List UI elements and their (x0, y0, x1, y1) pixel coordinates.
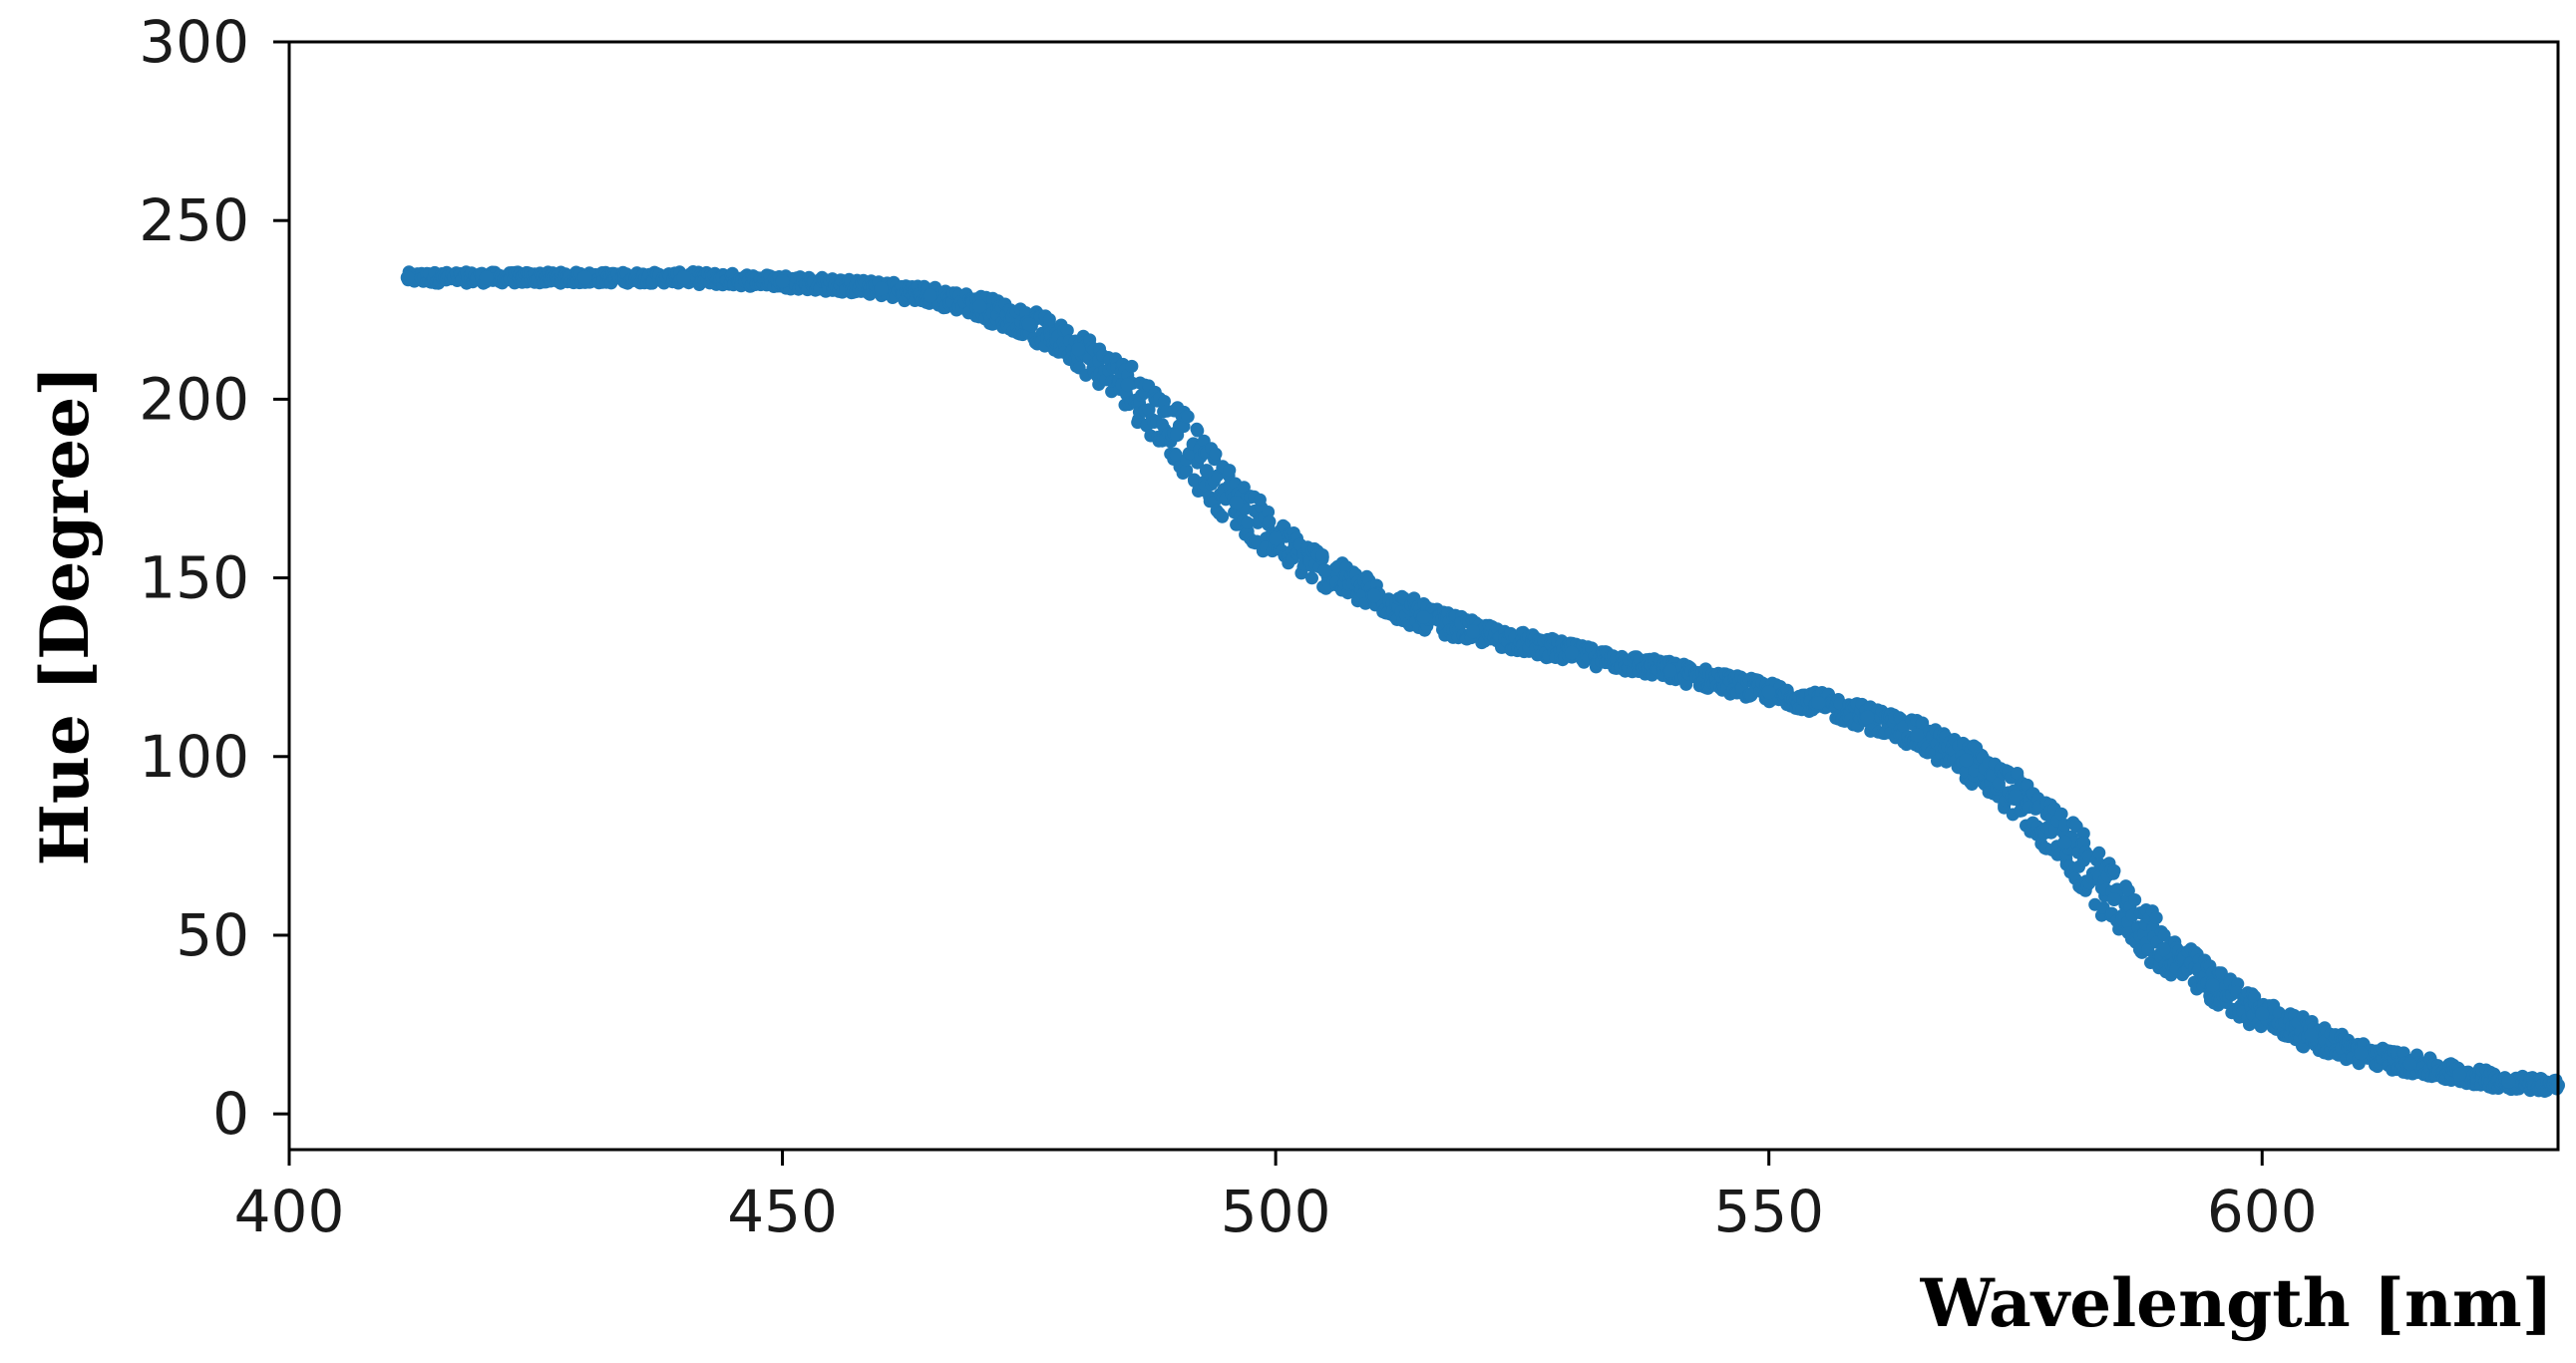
scatter-points (400, 265, 2565, 1098)
data-point (1120, 378, 1135, 393)
scatter-point (2107, 863, 2121, 877)
y-tick-label: 250 (139, 186, 249, 254)
scatter-point (2214, 966, 2228, 980)
data-point (2402, 1057, 2417, 1071)
scatter-point (1125, 359, 1139, 373)
x-tick-label: 400 (234, 1178, 345, 1245)
x-axis-title: Wavelength [nm] (1920, 1264, 2553, 1342)
data-point (1269, 531, 1284, 546)
data-point (2057, 835, 2072, 850)
scatter-point (1042, 313, 1056, 326)
y-axis-ticks: 0 50 100 150 200 250 300 (139, 8, 289, 1148)
scatter-point (2092, 846, 2106, 859)
data-point (479, 270, 494, 285)
scatter-point (1180, 464, 1194, 478)
scatter-point (1216, 510, 1230, 523)
scatter-point (2128, 893, 2142, 906)
data-point (1860, 710, 1875, 725)
data-point (2106, 892, 2121, 907)
scatter-point (1263, 514, 1277, 528)
plot-frame (287, 40, 2560, 1152)
scatter-point (1241, 515, 1255, 529)
x-tick-label: 550 (1713, 1178, 1824, 1245)
scatter-point (2011, 767, 2024, 780)
y-tick-label: 300 (139, 8, 249, 76)
data-point (1317, 563, 1332, 578)
data-point (676, 270, 691, 285)
data-point (577, 270, 592, 285)
scatter-point (1223, 464, 1237, 478)
y-tick-label: 150 (139, 544, 249, 612)
data-point (1229, 496, 1244, 511)
y-tick-label: 200 (139, 365, 249, 433)
scatter-point (1253, 493, 1267, 507)
data-point (874, 281, 889, 296)
scatter-point (1158, 395, 1171, 408)
data-point (1761, 685, 1776, 700)
scatter-point (2121, 883, 2135, 897)
data-point (1021, 317, 1036, 332)
scatter-point (1262, 506, 1276, 518)
data-point (1367, 588, 1381, 603)
data-point (1466, 624, 1480, 639)
scatter-point (1679, 677, 1693, 691)
x-tick-label: 600 (2207, 1178, 2318, 1245)
x-tick-label: 450 (727, 1178, 838, 1245)
data-point (1071, 342, 1086, 357)
data-point (972, 299, 987, 314)
x-tick-label: 500 (1221, 1178, 1331, 1245)
data-point (2009, 789, 2023, 804)
data-point (1564, 645, 1579, 660)
data-point (2501, 1074, 2516, 1089)
scatter-point (1169, 449, 1183, 462)
data-point (1910, 728, 1925, 743)
y-tick-label: 100 (139, 723, 249, 791)
data-point (2354, 1046, 2369, 1061)
scatter-point (2076, 827, 2090, 841)
data-point (2156, 942, 2171, 957)
scatter-point (2149, 911, 2163, 924)
scatter-point (1060, 324, 1074, 337)
scatter-point (1315, 548, 1329, 561)
data-point (1662, 663, 1677, 678)
y-tick-label: 50 (176, 901, 249, 969)
scatter-point (1187, 473, 1201, 487)
scatter-point (1209, 447, 1223, 461)
scatter-point (2054, 807, 2068, 821)
data-point (1959, 753, 1974, 768)
data-point (2255, 1006, 2270, 1021)
y-tick-label: 0 (212, 1080, 249, 1148)
scatter-point (1191, 424, 1205, 438)
scatter-point (1181, 410, 1195, 424)
data-point (775, 274, 790, 289)
y-axis-title: Hue [Degree] (26, 366, 104, 866)
data-point (1199, 464, 1214, 479)
data-point (1811, 696, 1826, 710)
data-point (1170, 428, 1185, 443)
data-point (2205, 978, 2220, 993)
data-point (2304, 1028, 2319, 1043)
data-point (400, 270, 415, 285)
scatter-point (2068, 819, 2082, 833)
scatter-point (2248, 990, 2262, 1003)
data-point (922, 288, 937, 303)
data-point (2452, 1067, 2467, 1082)
scatter-point (1305, 571, 1318, 585)
data-point (1416, 610, 1431, 624)
x-axis-ticks: 400 450 500 550 600 (234, 1150, 2318, 1245)
